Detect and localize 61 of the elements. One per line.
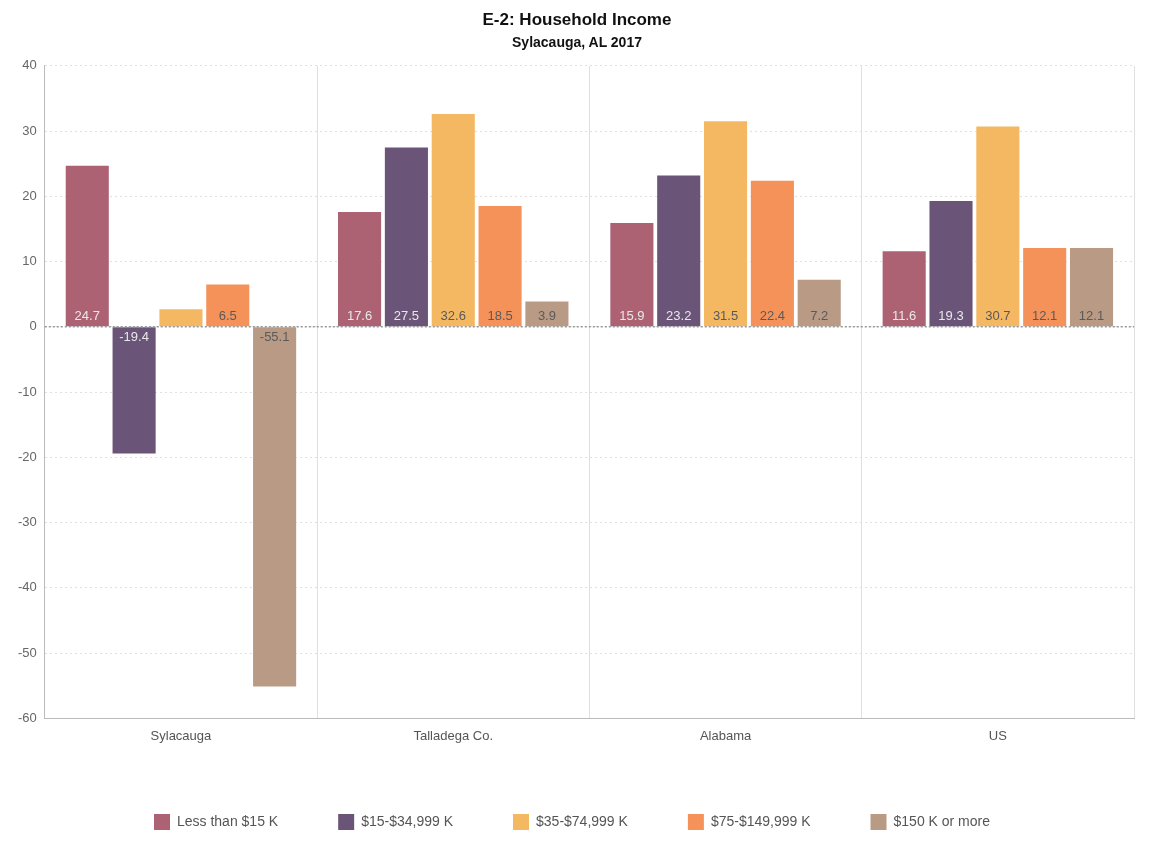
y-tick-label: -10	[17, 383, 37, 399]
data-label: -19.4	[119, 328, 149, 344]
y-tick-label: -40	[17, 579, 37, 595]
data-label: 32.6	[440, 307, 466, 323]
legend-label: Less than $15 K	[176, 812, 279, 829]
bar	[159, 309, 203, 327]
bar	[478, 206, 522, 327]
data-label: -55.1	[259, 328, 290, 344]
y-tick-label: 0	[29, 318, 37, 334]
bar	[112, 327, 156, 454]
bar	[610, 223, 654, 327]
data-label: 15.9	[619, 307, 645, 323]
data-label: 27.5	[393, 307, 420, 323]
data-label: 7.2	[810, 307, 829, 323]
legend-label: $75-$149,999 K	[710, 812, 812, 829]
bar	[750, 180, 794, 327]
y-tick-label: 20	[22, 187, 37, 203]
y-tick-label: 30	[22, 122, 37, 138]
chart-title: E-2: Household Income	[481, 10, 673, 30]
data-label: 12.1	[1078, 307, 1105, 323]
data-label: 12.1	[1032, 307, 1058, 323]
bar	[384, 147, 428, 327]
legend-label: $35-$74,999 K	[536, 812, 629, 829]
bar	[797, 279, 841, 327]
data-label: 24.7	[74, 307, 100, 323]
bar	[206, 284, 250, 327]
y-tick-label: -60	[17, 709, 37, 725]
bar	[882, 251, 926, 327]
data-label: 22.4	[759, 307, 786, 323]
legend-label: $15-$34,999 K	[361, 812, 454, 829]
data-label: 3.9	[537, 307, 556, 323]
data-label: 6.5	[218, 307, 237, 323]
y-tick-label: -50	[17, 644, 37, 660]
bar	[338, 211, 382, 327]
bar	[704, 121, 748, 327]
data-label: 11.6	[892, 307, 917, 323]
data-label: 23.2	[666, 307, 692, 323]
x-tick-label: Sylacauga	[150, 727, 213, 743]
data-label: 30.7	[985, 307, 1011, 323]
bar	[976, 126, 1020, 327]
bar	[65, 165, 109, 327]
y-tick-label: -30	[17, 514, 37, 530]
y-tick-label: -20	[17, 448, 37, 464]
bar	[431, 114, 475, 327]
y-tick-label: 40	[22, 57, 37, 73]
bar	[657, 175, 701, 327]
bar	[1069, 247, 1114, 327]
x-tick-label: Talladega Co.	[413, 727, 493, 743]
x-tick-label: Alabama	[699, 727, 752, 743]
data-label: 17.6	[346, 307, 373, 323]
data-label: 31.5	[712, 307, 739, 323]
chart-subtitle: Sylacauga, AL 2017	[511, 34, 643, 50]
bar	[1023, 247, 1067, 327]
y-tick-label: 10	[22, 253, 37, 269]
bar	[929, 200, 973, 327]
data-label: 19.3	[938, 307, 964, 323]
bar	[253, 327, 297, 687]
x-tick-label: US	[988, 727, 1008, 743]
data-label: 18.5	[487, 307, 513, 323]
legend-label: $150 K or more	[893, 812, 991, 829]
bar	[525, 301, 569, 327]
